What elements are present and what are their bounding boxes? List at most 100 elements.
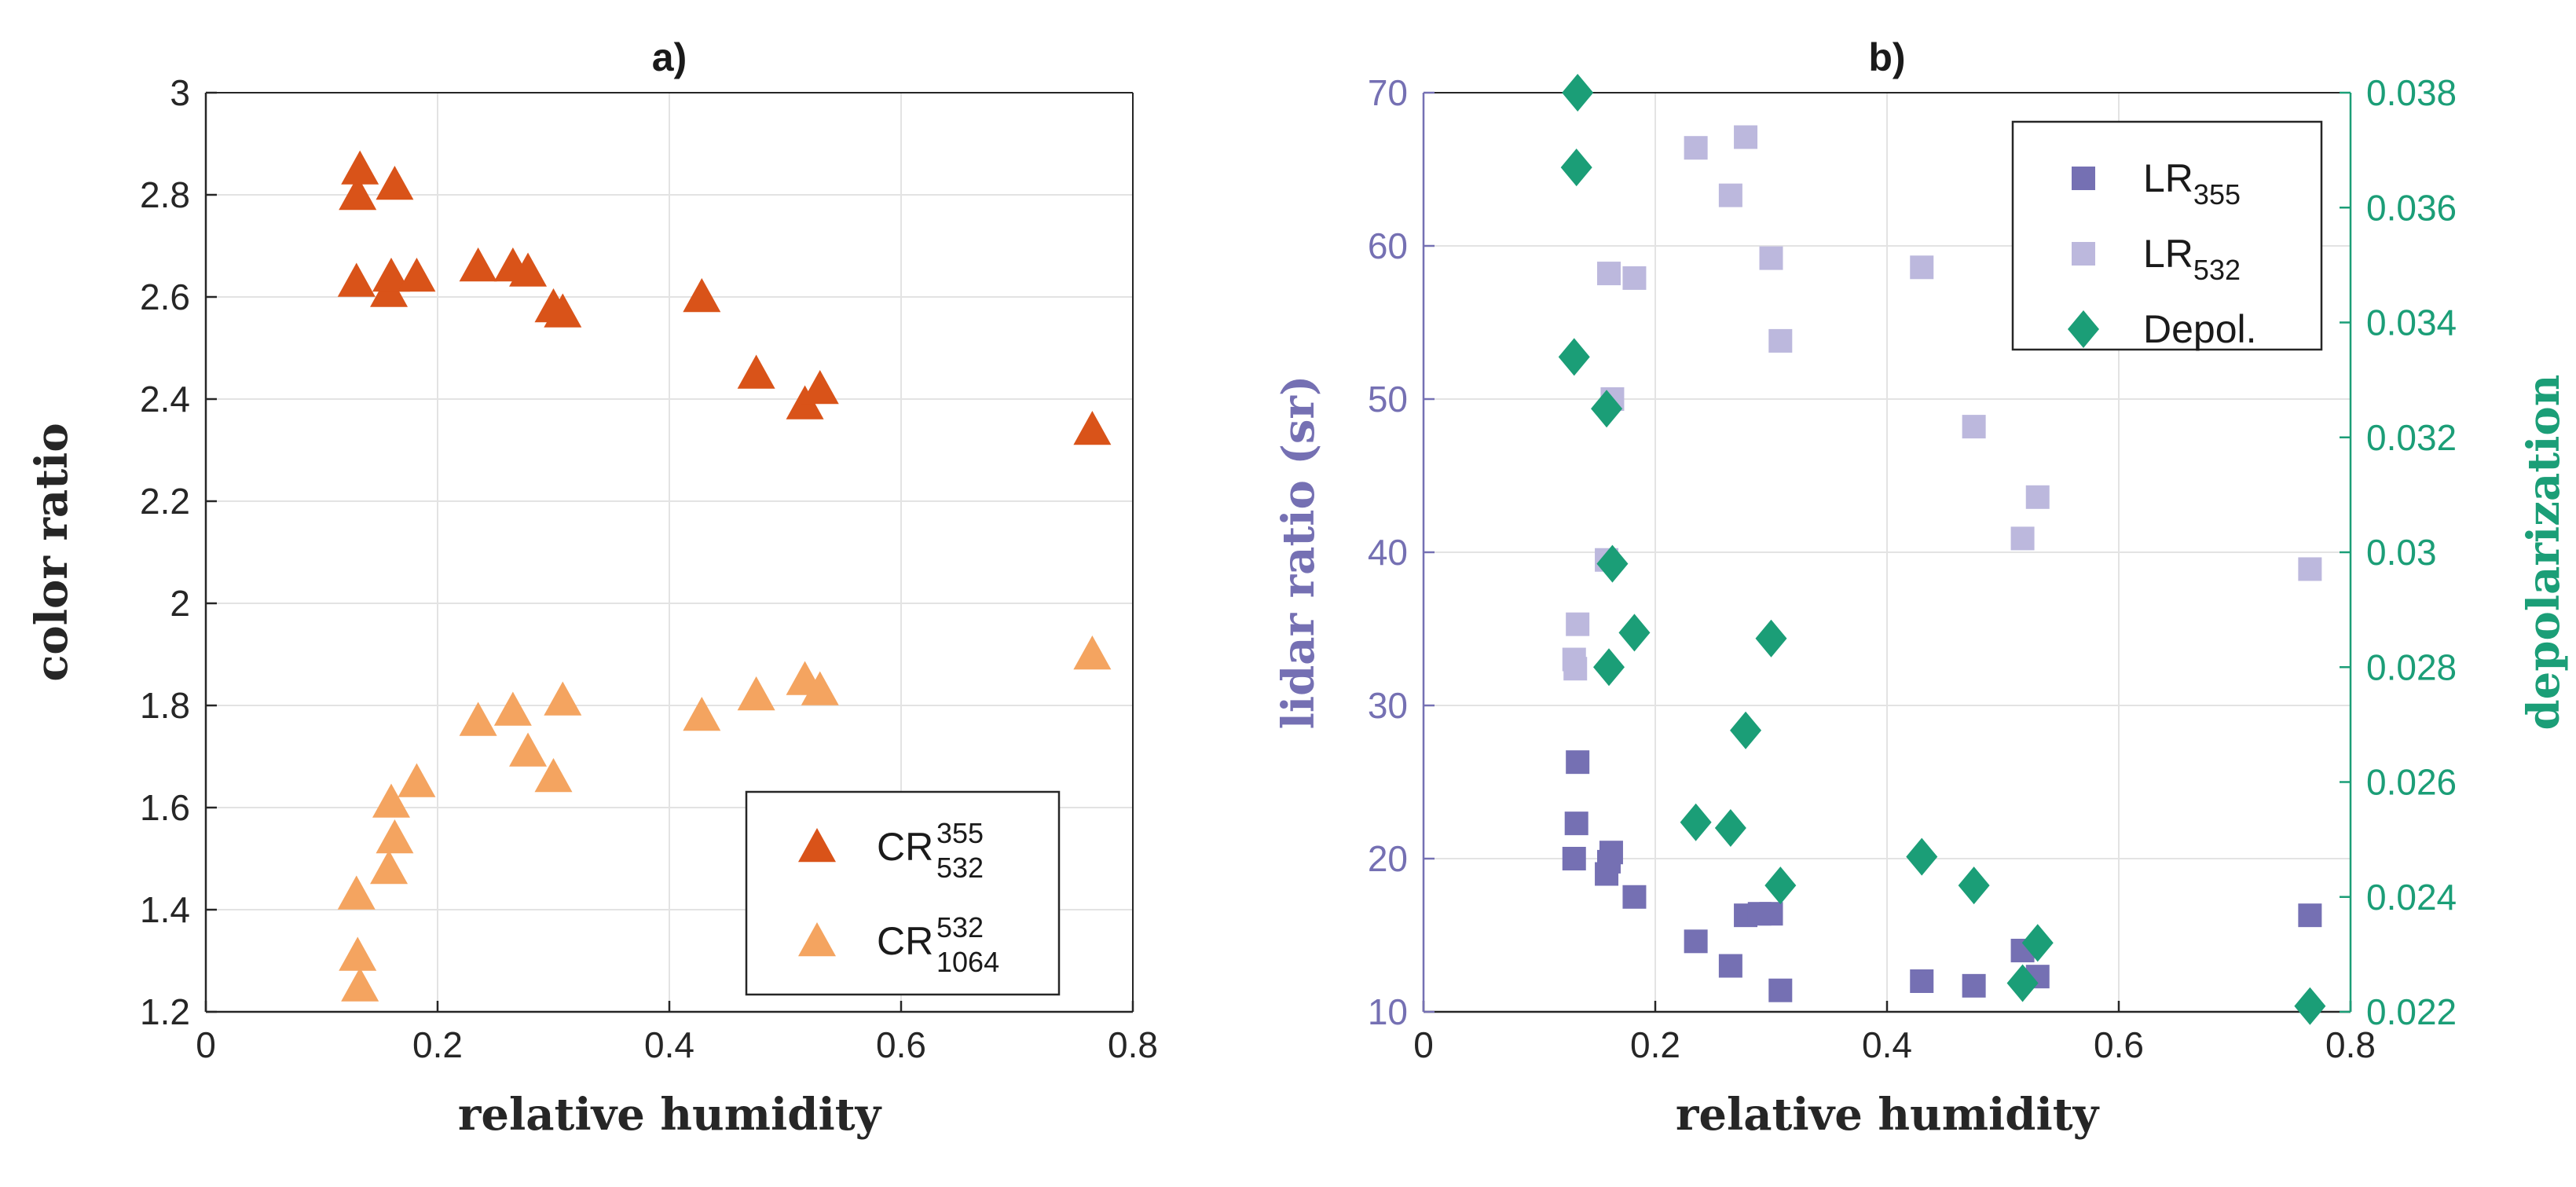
data-point (1962, 973, 1986, 998)
legend-label: LR355 (2143, 156, 2241, 211)
data-point (683, 278, 721, 313)
data-point (1768, 328, 1793, 353)
data-point (1599, 841, 1623, 865)
series-2 (1558, 74, 2326, 1025)
x-tick-label: 0.8 (2325, 1024, 2376, 1065)
y-tick-label: 2.6 (140, 277, 190, 317)
legend-label-base: Depol. (2143, 307, 2257, 351)
legend-label: CR 532 1064 (877, 911, 999, 978)
data-point (1566, 612, 1590, 636)
y-axis-label: color ratio (26, 423, 78, 681)
legend-label-base: CR (877, 825, 933, 869)
data-point (1618, 614, 1651, 652)
data-point (1718, 954, 1742, 978)
x-tick-label: 0.4 (1862, 1024, 1912, 1065)
data-point (1591, 390, 1623, 428)
data-point (372, 258, 410, 292)
y-tick-label: 2 (170, 583, 190, 624)
panel-b: 0 0.2 0.4 0.6 0.8 10 20 30 40 50 60 70 0.022 0.024 0.0… (1273, 35, 2570, 1141)
data-point (683, 697, 721, 731)
x-tick-label: 0.4 (644, 1024, 694, 1065)
legend-marker (798, 828, 836, 863)
data-point (341, 967, 379, 1002)
data-point (2298, 557, 2322, 581)
data-point (337, 875, 376, 910)
data-point (801, 671, 839, 705)
legend-label: CR 355 532 (877, 817, 984, 884)
y-tick-label: 20 (1368, 838, 1408, 879)
legend-label-sup: 355 (936, 817, 984, 849)
legend-label-base: CR (877, 919, 933, 963)
data-point (1958, 866, 1990, 905)
y2-tick-label: 0.032 (2366, 417, 2457, 458)
data-point (1073, 411, 1112, 445)
y-tick-label: 70 (1368, 72, 1408, 113)
y2-tick-label: 0.028 (2366, 647, 2457, 687)
data-point (737, 354, 775, 389)
data-point (459, 247, 497, 282)
data-point (1730, 711, 1762, 749)
y2-tick-label: 0.036 (2366, 187, 2457, 228)
data-point (1684, 136, 1708, 160)
x-tick-label: 0.6 (876, 1024, 926, 1065)
data-point (1718, 183, 1742, 207)
y2-tick-label: 0.026 (2366, 762, 2457, 803)
data-point (372, 783, 410, 818)
data-point (509, 732, 548, 767)
legend-label-base: LR (2143, 232, 2193, 276)
legend-label: LR532 (2143, 232, 2241, 286)
data-point (1560, 148, 1592, 187)
data-point (339, 936, 377, 971)
panel-title: a) (652, 35, 687, 79)
y2-tick-label: 0.034 (2366, 302, 2457, 343)
legend-marker (2072, 167, 2095, 190)
data-point (1622, 266, 1647, 290)
y-tick-label: 1.4 (140, 889, 190, 930)
data-point (1558, 338, 1590, 376)
legend-label-sub: 532 (936, 852, 984, 884)
legend-label: Depol. (2143, 307, 2257, 351)
y-axis-label: lidar ratio (sr) (1273, 376, 1325, 730)
data-point (1755, 619, 1787, 658)
y2-tick-label: 0.024 (2366, 877, 2457, 918)
y-tick-label: 30 (1368, 685, 1408, 726)
y-tick-label: 60 (1368, 225, 1408, 266)
y-tick-label: 2.2 (140, 481, 190, 522)
y-tick-label: 50 (1368, 379, 1408, 419)
data-point (737, 676, 775, 711)
y2-tick-label: 0.038 (2366, 72, 2457, 113)
legend-label-sub: 355 (2193, 178, 2241, 211)
data-point (1562, 74, 1594, 112)
data-point (341, 150, 379, 185)
data-point (1764, 866, 1797, 905)
legend-marker (2068, 310, 2099, 348)
series-1 (337, 636, 1112, 1002)
x-tick-label: 0 (196, 1024, 216, 1065)
y2-tick-label: 0.03 (2366, 532, 2437, 573)
data-point (376, 166, 414, 200)
series-0 (1562, 750, 2322, 1002)
data-point (1680, 803, 1712, 841)
data-point (2294, 987, 2326, 1025)
y-tick-label: 2.8 (140, 174, 190, 215)
data-point (1684, 929, 1708, 954)
x-tick-label: 0 (1413, 1024, 1434, 1065)
legend-marker (2072, 242, 2095, 266)
data-point (459, 702, 497, 736)
y-tick-label: 1.2 (140, 991, 190, 1032)
data-point (1734, 125, 1758, 149)
data-point (337, 262, 376, 297)
data-point (398, 763, 436, 797)
x-axis-label: relative humidity (1676, 1089, 2100, 1141)
y2-axis-label: depolarization (2518, 375, 2570, 731)
y-tick-label: 1.6 (140, 787, 190, 828)
panel-title: b) (1868, 35, 1905, 79)
x-axis-label: relative humidity (458, 1089, 882, 1141)
data-point (2010, 526, 2035, 551)
data-point (339, 176, 377, 211)
data-point (1759, 246, 1783, 270)
data-point (2006, 964, 2039, 1002)
legend-label-base: LR (2143, 156, 2193, 200)
